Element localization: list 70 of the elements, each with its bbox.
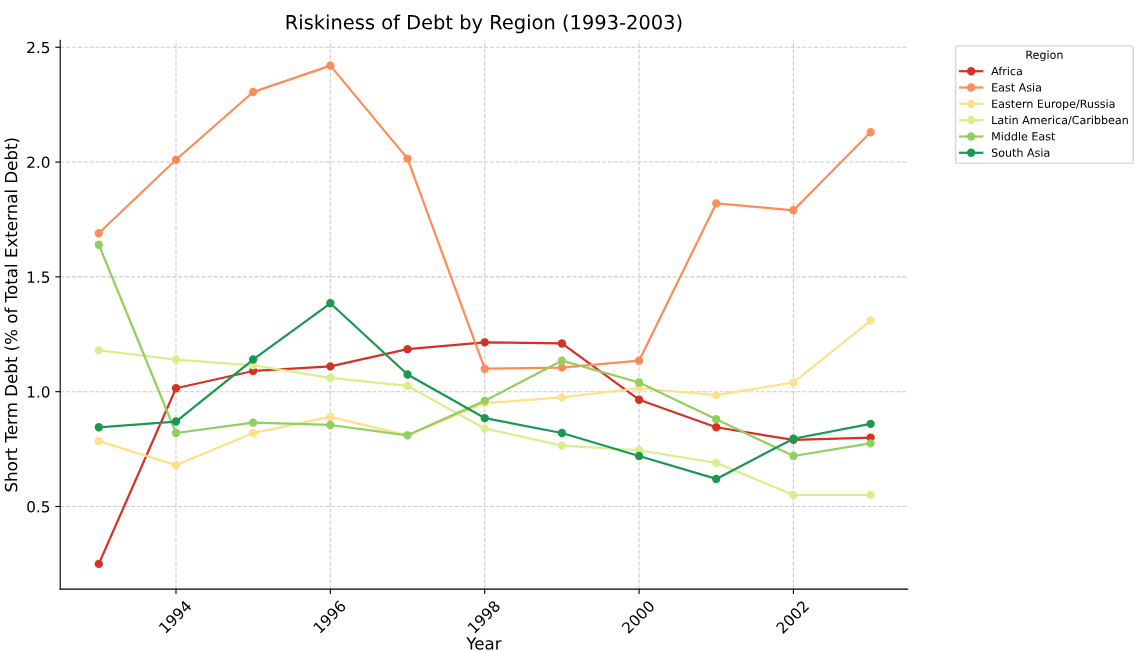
point	[326, 420, 335, 430]
x-axis-title: Year	[466, 637, 502, 650]
point	[634, 378, 644, 387]
point	[789, 451, 798, 461]
point	[866, 419, 875, 428]
legend-label: Middle East	[992, 131, 1056, 141]
legend-label: South Asia	[991, 148, 1050, 157]
point	[248, 418, 258, 427]
legend-label: Africa	[991, 66, 1022, 76]
point	[866, 490, 875, 500]
y-tick-label: 2.0	[27, 156, 50, 169]
point	[480, 424, 489, 433]
point	[557, 339, 567, 348]
point	[789, 490, 798, 500]
point	[94, 346, 103, 355]
legend-label: Eastern Europe/Russia	[992, 99, 1115, 111]
point	[171, 460, 181, 470]
point	[557, 428, 567, 438]
point	[712, 474, 721, 484]
point	[634, 395, 644, 404]
point	[480, 364, 489, 373]
y-tick-label: 1.0	[27, 386, 50, 398]
point	[403, 381, 412, 391]
point	[403, 370, 412, 379]
point	[171, 428, 181, 438]
point	[94, 423, 103, 432]
point	[789, 206, 798, 215]
point	[712, 458, 721, 468]
point	[634, 356, 644, 365]
point	[403, 154, 412, 163]
point	[171, 384, 181, 393]
legend-label: Latin America/Caribbean	[992, 115, 1128, 126]
point	[557, 441, 567, 450]
y-tick-label: 0.5	[27, 500, 50, 513]
point	[94, 559, 103, 569]
point	[480, 338, 489, 347]
point	[712, 415, 721, 424]
point	[557, 393, 567, 402]
point	[171, 155, 181, 164]
point	[557, 363, 567, 372]
point	[326, 299, 335, 308]
point	[171, 355, 181, 364]
point	[866, 439, 875, 448]
y-tick-label: 1.5	[27, 271, 50, 283]
point	[326, 412, 335, 422]
point	[248, 87, 258, 97]
legend-title: Region	[1026, 50, 1063, 62]
point	[326, 61, 335, 70]
point	[171, 417, 181, 426]
point	[634, 451, 644, 461]
point	[248, 355, 258, 364]
point	[866, 128, 875, 137]
point	[480, 413, 489, 423]
point	[326, 373, 335, 383]
y-tick-label: 2.5	[27, 41, 50, 54]
point	[712, 199, 721, 208]
y-axis-title: Short Term Debt (% of Total External Debt)	[4, 138, 20, 492]
point	[326, 362, 335, 371]
point	[403, 345, 412, 354]
point	[248, 428, 258, 438]
point	[557, 356, 567, 365]
legend-label: East Asia	[992, 82, 1041, 92]
point	[712, 390, 721, 400]
point	[866, 316, 875, 325]
point	[94, 436, 103, 446]
point	[789, 378, 798, 387]
point	[94, 229, 103, 238]
point	[94, 240, 103, 249]
chart-title: Riskiness of Debt by Region (1993-2003)	[286, 14, 682, 34]
point	[712, 423, 721, 432]
